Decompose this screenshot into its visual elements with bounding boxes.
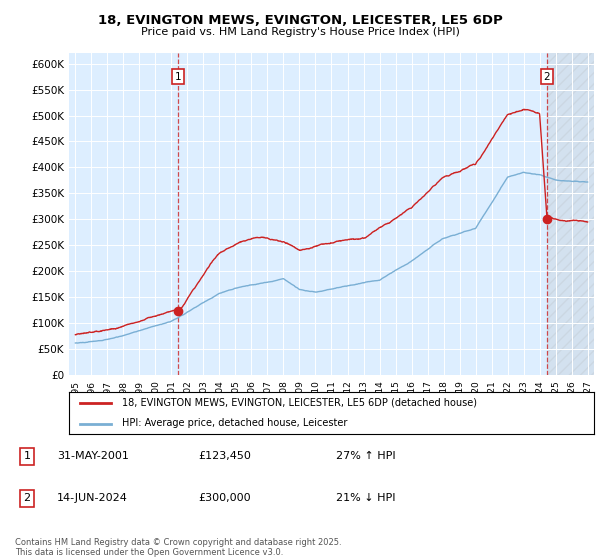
Text: £123,450: £123,450 [198, 451, 251, 461]
Text: HPI: Average price, detached house, Leicester: HPI: Average price, detached house, Leic… [121, 418, 347, 428]
Text: 27% ↑ HPI: 27% ↑ HPI [336, 451, 395, 461]
Text: Price paid vs. HM Land Registry's House Price Index (HPI): Price paid vs. HM Land Registry's House … [140, 27, 460, 37]
Text: £300,000: £300,000 [198, 493, 251, 503]
Text: 2: 2 [544, 72, 550, 82]
Text: 31-MAY-2001: 31-MAY-2001 [57, 451, 129, 461]
Text: 18, EVINGTON MEWS, EVINGTON, LEICESTER, LE5 6DP (detached house): 18, EVINGTON MEWS, EVINGTON, LEICESTER, … [121, 398, 476, 408]
Text: 2: 2 [23, 493, 31, 503]
Text: Contains HM Land Registry data © Crown copyright and database right 2025.
This d: Contains HM Land Registry data © Crown c… [15, 538, 341, 557]
Text: 21% ↓ HPI: 21% ↓ HPI [336, 493, 395, 503]
Text: 18, EVINGTON MEWS, EVINGTON, LEICESTER, LE5 6DP: 18, EVINGTON MEWS, EVINGTON, LEICESTER, … [98, 14, 502, 27]
Text: 1: 1 [23, 451, 31, 461]
Text: 1: 1 [175, 72, 181, 82]
Text: 14-JUN-2024: 14-JUN-2024 [57, 493, 128, 503]
Bar [547, 53, 594, 375]
